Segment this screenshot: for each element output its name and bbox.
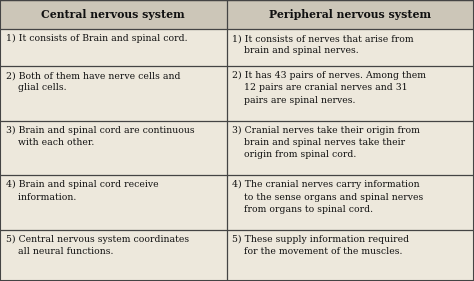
Bar	[0, 121, 227, 175]
Bar	[0, 66, 227, 121]
Text: 5) Central nervous system coordinates
    all neural functions.: 5) Central nervous system coordinates al…	[6, 235, 189, 256]
Bar	[227, 175, 474, 230]
Bar	[0, 0, 227, 29]
Bar	[0, 29, 227, 66]
Bar	[0, 175, 227, 230]
Text: Central nervous system: Central nervous system	[41, 9, 185, 20]
Text: 3) Brain and spinal cord are continuous
    with each other.: 3) Brain and spinal cord are continuous …	[6, 126, 194, 147]
Text: 4) The cranial nerves carry information
    to the sense organs and spinal nerve: 4) The cranial nerves carry information …	[232, 180, 423, 214]
Text: Peripheral nervous system: Peripheral nervous system	[269, 9, 431, 20]
Text: 1) It consists of Brain and spinal cord.: 1) It consists of Brain and spinal cord.	[6, 34, 187, 43]
Text: 4) Brain and spinal cord receive
    information.: 4) Brain and spinal cord receive informa…	[6, 180, 158, 201]
Text: 3) Cranial nerves take their origin from
    brain and spinal nerves take their
: 3) Cranial nerves take their origin from…	[232, 126, 420, 159]
Text: 2) It has 43 pairs of nerves. Among them
    12 pairs are cranial nerves and 31
: 2) It has 43 pairs of nerves. Among them…	[232, 71, 426, 105]
Bar	[227, 29, 474, 66]
Bar	[0, 230, 227, 281]
Text: 1) It consists of nerves that arise from
    brain and spinal nerves.: 1) It consists of nerves that arise from…	[232, 34, 414, 55]
Text: 5) These supply information required
    for the movement of the muscles.: 5) These supply information required for…	[232, 235, 410, 256]
Bar	[227, 66, 474, 121]
Bar	[227, 0, 474, 29]
Bar	[227, 121, 474, 175]
Bar	[227, 230, 474, 281]
Text: 2) Both of them have nerve cells and
    glial cells.: 2) Both of them have nerve cells and gli…	[6, 71, 180, 92]
